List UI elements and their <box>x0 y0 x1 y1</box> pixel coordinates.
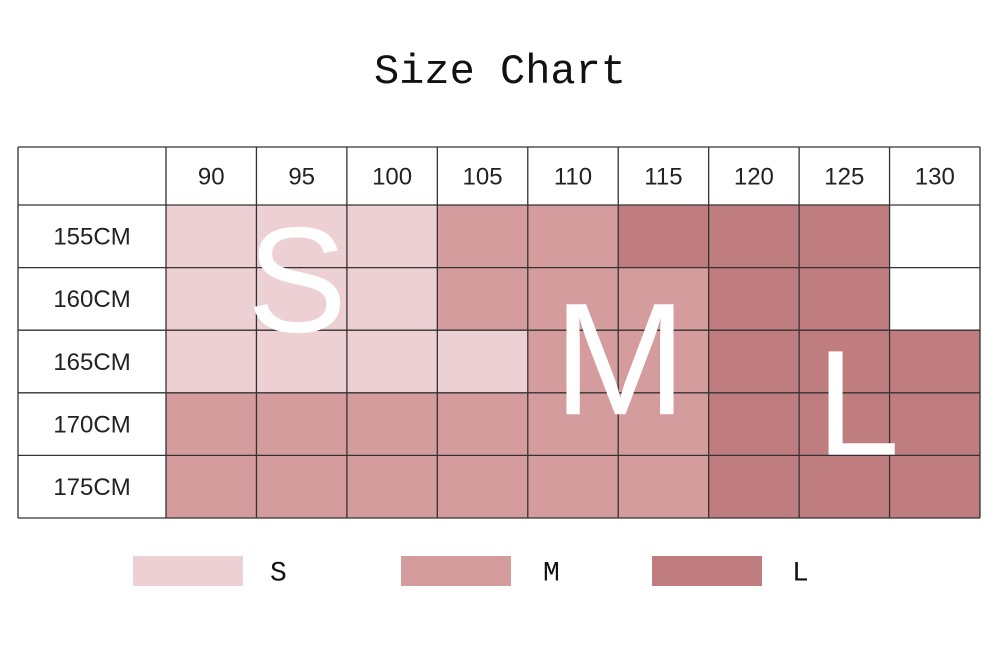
size-cell <box>708 392 800 456</box>
title: Size Chart <box>374 48 626 96</box>
size-cell <box>889 205 980 268</box>
legend-label: L <box>792 558 809 589</box>
size-cell <box>527 330 619 393</box>
size-cell <box>166 330 257 393</box>
size-cell <box>346 267 438 331</box>
size-cell <box>618 392 709 456</box>
size-cell <box>256 455 347 518</box>
size-cell <box>346 455 438 518</box>
row-label: 160CM <box>53 286 130 313</box>
size-cell <box>256 205 347 268</box>
legend-label: M <box>543 558 560 589</box>
column-header: 130 <box>915 163 955 190</box>
size-cell <box>708 330 800 393</box>
size-cell <box>166 267 257 331</box>
size-cell <box>799 392 890 456</box>
column-header: 110 <box>554 163 592 190</box>
size-cell <box>889 267 980 331</box>
size-cell <box>889 392 980 456</box>
size-cell <box>346 330 438 393</box>
size-cell <box>166 392 257 456</box>
size-cell <box>889 455 980 518</box>
size-cell <box>708 205 800 268</box>
legend-label: S <box>270 558 287 589</box>
size-cell <box>437 330 528 393</box>
size-cell <box>437 267 528 331</box>
legend-swatch <box>401 556 511 586</box>
size-cell <box>618 330 709 393</box>
size-cell <box>166 205 257 268</box>
column-header: 120 <box>734 163 774 190</box>
size-cell <box>527 455 619 518</box>
size-cell <box>618 455 709 518</box>
size-cell <box>527 392 619 456</box>
size-overlay-letter: L <box>816 319 899 487</box>
size-cell <box>256 330 347 393</box>
size-cell <box>346 205 438 268</box>
column-header: 115 <box>644 163 682 190</box>
column-header: 95 <box>288 163 315 190</box>
row-label: 170CM <box>53 411 130 438</box>
column-header: 105 <box>463 163 503 190</box>
size-cell <box>346 392 438 456</box>
size-cell <box>708 455 800 518</box>
size-cell <box>527 267 619 331</box>
size-cell <box>437 392 528 456</box>
size-cell <box>437 205 528 268</box>
column-header: 125 <box>824 163 864 190</box>
legend-swatch <box>133 556 243 586</box>
size-cell <box>799 267 890 331</box>
size-cell <box>527 205 619 268</box>
row-label: 175CM <box>53 474 130 501</box>
size-cell <box>618 205 709 268</box>
size-overlay-letter: M <box>553 269 686 448</box>
size-cell <box>799 205 890 268</box>
size-cell <box>256 392 347 456</box>
size-cell <box>889 330 980 393</box>
size-cell <box>256 267 347 331</box>
row-label: 155CM <box>53 224 130 251</box>
column-header: 90 <box>198 163 225 190</box>
size-cell <box>799 455 890 518</box>
size-cell <box>799 330 890 393</box>
size-cell <box>437 455 528 518</box>
column-header: 100 <box>372 163 412 190</box>
legend-swatch <box>652 556 762 586</box>
size-cell <box>618 267 709 331</box>
row-label: 165CM <box>53 349 130 376</box>
size-overlay-letter: S <box>247 196 347 364</box>
size-cell <box>166 455 257 518</box>
size-cell <box>708 267 800 331</box>
